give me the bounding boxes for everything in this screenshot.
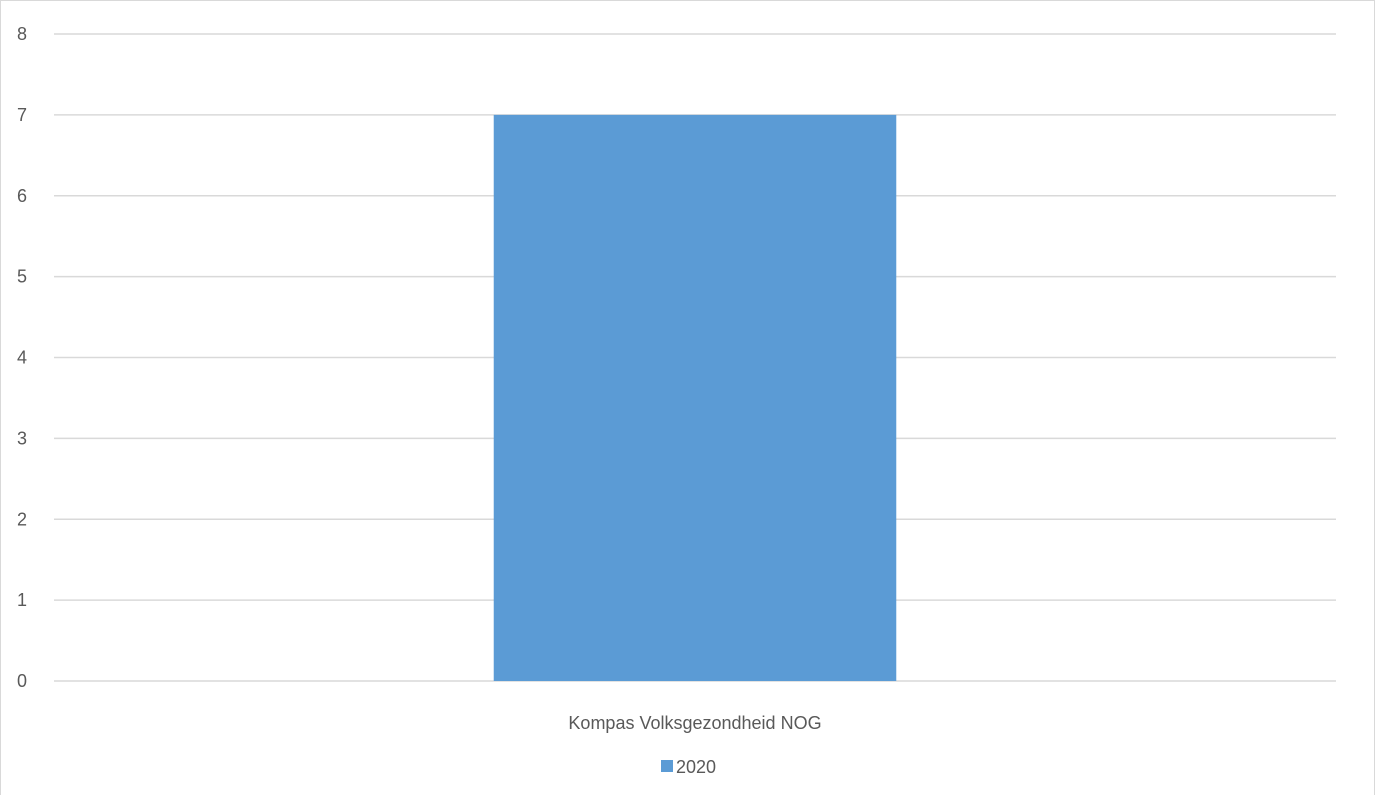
y-axis-ticks: 0 1 2 3 4 5 6 7 8 [17,24,27,691]
y-tick-label: 4 [17,348,27,368]
y-tick-label: 6 [17,186,27,206]
y-tick-label: 3 [17,428,27,448]
y-tick-label: 0 [17,671,27,691]
bars [493,114,897,681]
legend: 2020 [661,757,716,777]
y-tick-label: 5 [17,267,27,287]
legend-label: 2020 [676,757,716,777]
bar-2020-0 [493,114,897,681]
x-axis-categories: Kompas Volksgezondheid NOG [568,713,821,733]
y-tick-label: 1 [17,590,27,610]
y-tick-label: 2 [17,509,27,529]
legend-swatch [661,760,673,772]
y-tick-label: 8 [17,24,27,44]
x-category-label: Kompas Volksgezondheid NOG [568,713,821,733]
y-tick-label: 7 [17,105,27,125]
